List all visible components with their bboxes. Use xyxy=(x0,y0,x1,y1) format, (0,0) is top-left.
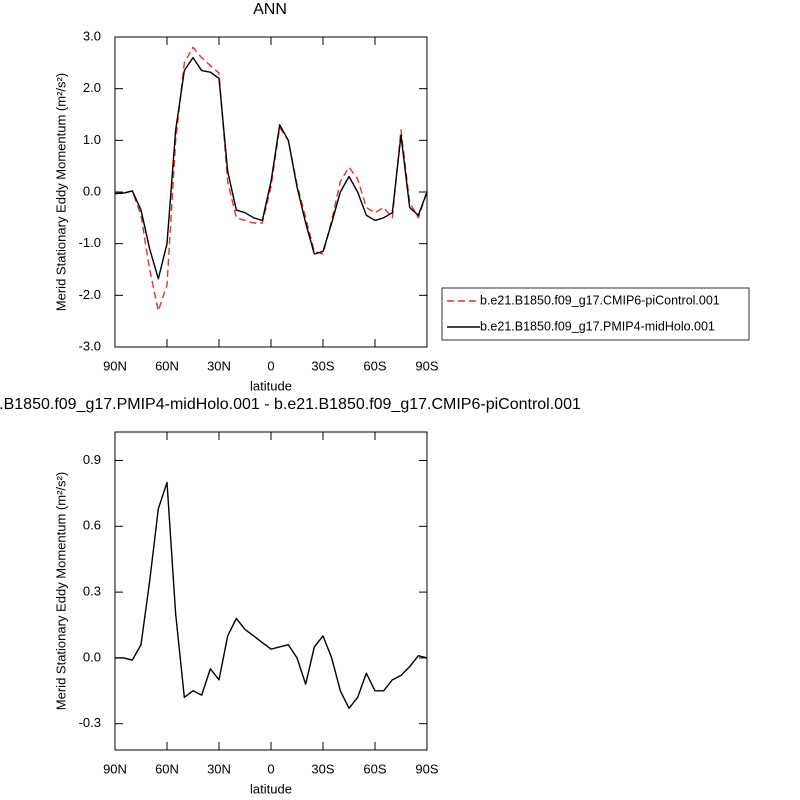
y-tick-label: -2.0 xyxy=(79,287,101,302)
x-tick-label: 90S xyxy=(415,358,438,373)
chart-title: b.e21.B1850.f09_g17.PMIP4-midHolo.001 - … xyxy=(0,396,581,413)
y-tick-label: 2.0 xyxy=(83,80,101,95)
x-tick-label: 60S xyxy=(363,761,386,776)
x-tick-label: 60S xyxy=(363,358,386,373)
y-tick-label: 0.3 xyxy=(83,584,101,599)
x-tick-label: 60N xyxy=(155,358,179,373)
x-tick-label: 0 xyxy=(267,761,274,776)
x-tick-label: 90N xyxy=(103,358,127,373)
y-tick-label: -1.0 xyxy=(79,235,101,250)
y-tick-label: 0.0 xyxy=(83,183,101,198)
x-axis-label: latitude xyxy=(250,781,292,796)
y-tick-label: 0.6 xyxy=(83,518,101,533)
x-tick-label: 60N xyxy=(155,761,179,776)
x-tick-label: 90S xyxy=(415,761,438,776)
legend-box xyxy=(441,287,750,341)
data-line xyxy=(114,46,428,312)
y-tick-label: -0.3 xyxy=(79,715,101,730)
y-axis-label: Merid Stationary Eddy Momentum (m²/s²) xyxy=(53,472,68,710)
x-tick-label: 30S xyxy=(311,761,334,776)
x-tick-label: 90N xyxy=(103,761,127,776)
x-tick-label: 0 xyxy=(267,358,274,373)
legend-label: b.e21.B1850.f09_g17.PMIP4-midHolo.001 xyxy=(480,319,715,333)
y-tick-label: 3.0 xyxy=(83,28,101,43)
y-tick-label: -3.0 xyxy=(79,338,101,353)
plot-frame xyxy=(114,36,428,348)
x-tick-label: 30S xyxy=(311,358,334,373)
x-tick-label: 30N xyxy=(207,358,231,373)
legend-label: b.e21.B1850.f09_g17.CMIP6-piControl.001 xyxy=(480,293,720,307)
y-tick-label: 0.9 xyxy=(83,452,101,467)
x-tick-label: 30N xyxy=(207,761,231,776)
chart-title: ANN xyxy=(253,1,287,18)
y-tick-label: 1.0 xyxy=(83,132,101,147)
data-line xyxy=(114,56,428,280)
data-line xyxy=(115,481,428,710)
y-axis-label: Merid Stationary Eddy Momentum (m²/s²) xyxy=(53,73,68,311)
y-tick-label: 0.0 xyxy=(83,649,101,664)
plot-frame xyxy=(114,431,428,751)
x-axis-label: latitude xyxy=(250,378,292,393)
